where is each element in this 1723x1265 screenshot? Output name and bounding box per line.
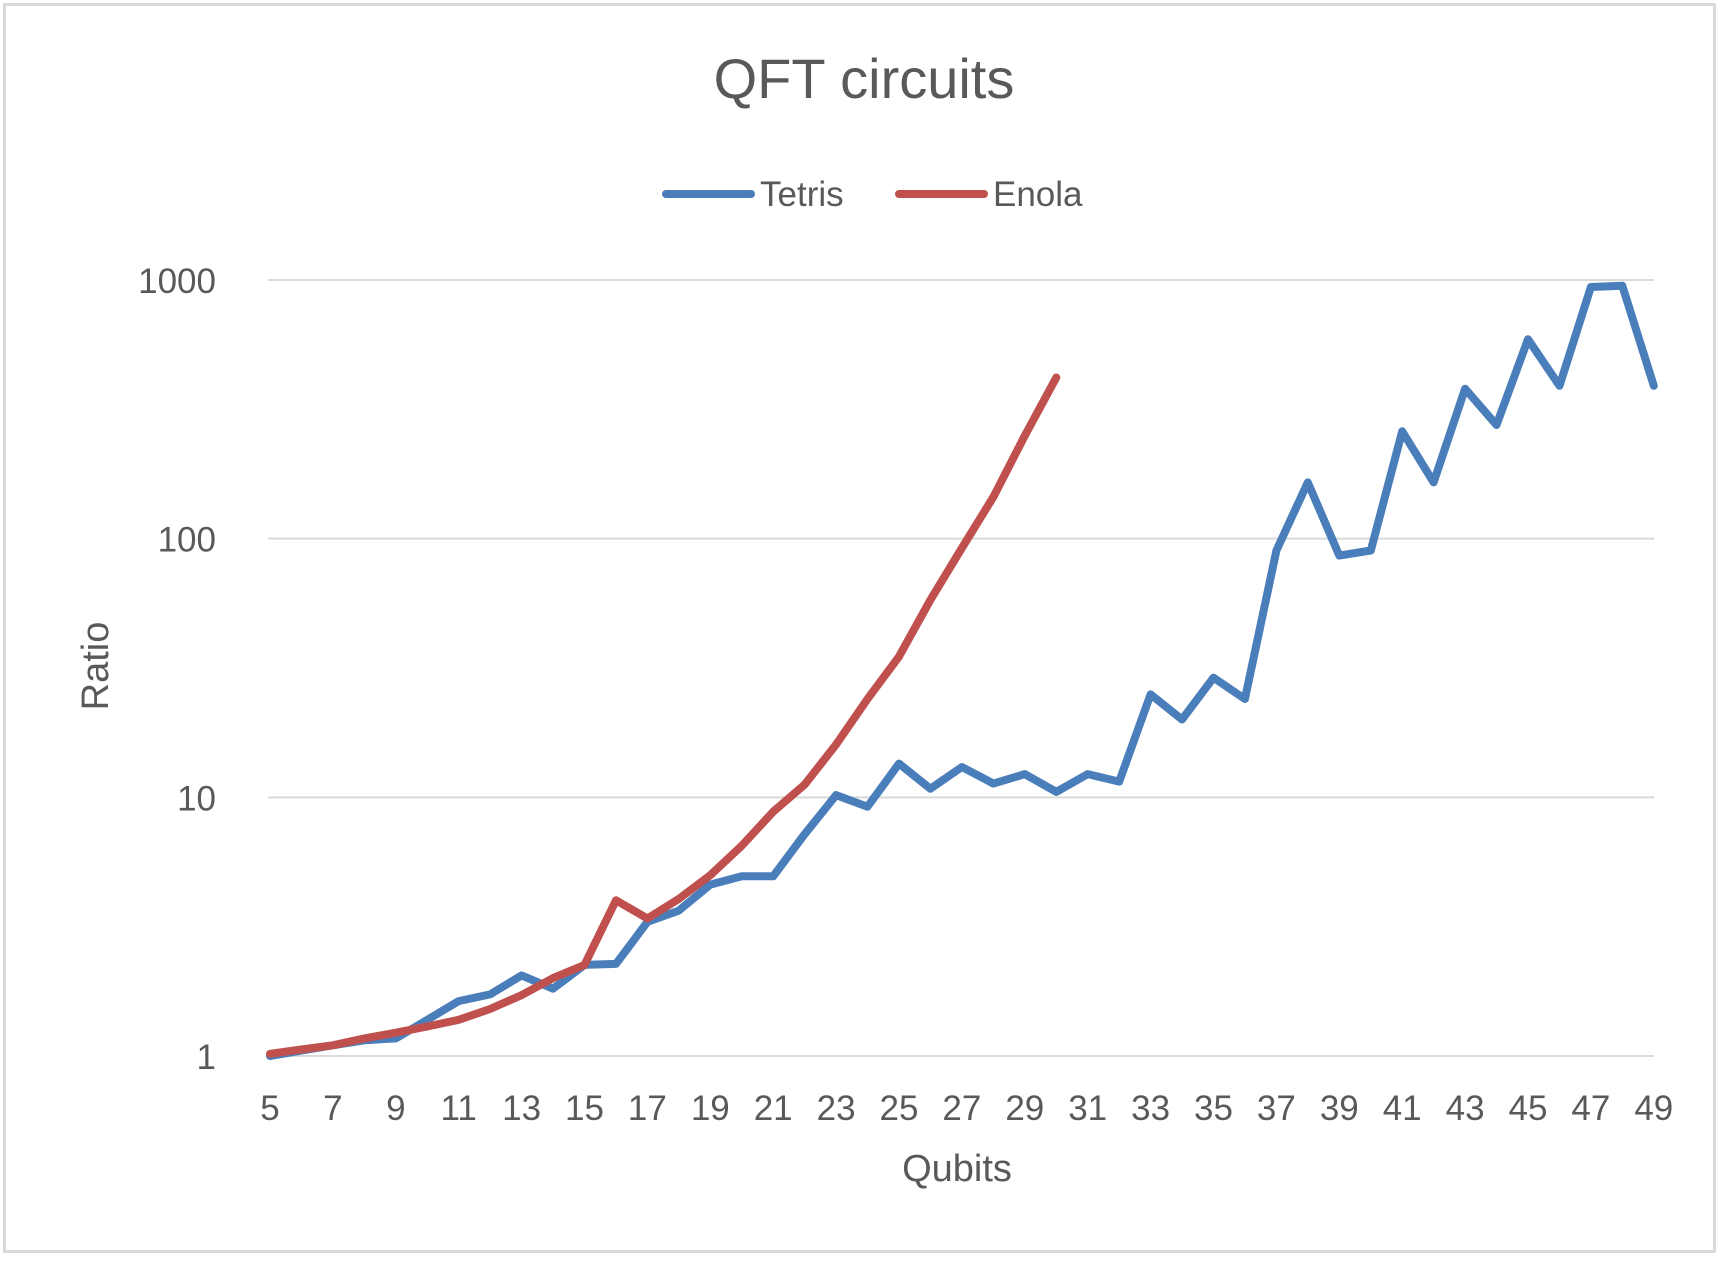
x-tick-label: 45 [1509,1089,1548,1128]
series-line-enola [266,373,1061,1058]
series-group [266,281,1658,1060]
x-tick-label: 49 [1634,1089,1673,1128]
legend-label-tetris: Tetris [760,175,844,214]
x-tick-label: 9 [386,1089,405,1128]
x-tick-label: 27 [942,1089,981,1128]
x-tick-label: 33 [1131,1089,1170,1128]
chart-title: QFT circuits [714,47,1015,110]
y-tick-label: 1000 [138,262,216,301]
x-tick-label: 19 [691,1089,730,1128]
x-axis-ticks: 5 7 9 11 13 15 17 19 21 23 25 27 29 31 33 35 37 39 41 43 45 4… [260,1089,1673,1128]
y-tick-label: 100 [158,521,216,560]
y-tick-label: 1 [197,1038,216,1077]
x-tick-label: 29 [1005,1089,1044,1128]
legend: Tetris Enola [662,175,1083,214]
x-tick-label: 41 [1383,1089,1422,1128]
x-tick-label: 31 [1068,1089,1107,1128]
gridlines [268,279,1654,799]
legend-label-enola: Enola [993,175,1083,214]
x-tick-label: 23 [817,1089,856,1128]
x-tick-label: 43 [1446,1089,1485,1128]
x-tick-label: 21 [754,1089,793,1128]
x-tick-label: 11 [441,1089,477,1128]
x-tick-label: 39 [1320,1089,1359,1128]
x-tick-label: 37 [1257,1089,1296,1128]
x-tick-label: 47 [1571,1089,1610,1128]
x-tick-label: 13 [502,1089,541,1128]
series-line-tetris [266,281,1658,1060]
x-tick-label: 25 [880,1089,919,1128]
x-tick-label: 5 [260,1089,279,1128]
y-axis-label: Ratio [75,622,117,711]
y-axis-ticks: 1 10 100 1000 [138,262,216,1077]
x-tick-label: 15 [565,1089,604,1128]
x-axis-label: Qubits [902,1148,1012,1190]
x-tick-label: 17 [628,1089,667,1128]
x-tick-label: 35 [1194,1089,1233,1128]
x-tick-label: 7 [323,1089,342,1128]
y-tick-label: 10 [177,779,216,818]
